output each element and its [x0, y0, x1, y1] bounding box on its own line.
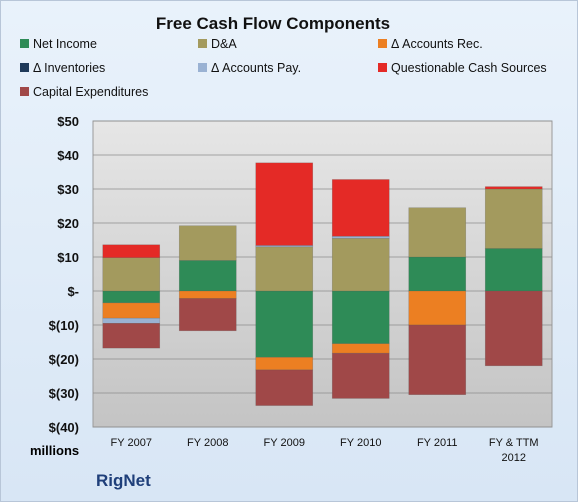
y-tick-label: $30 — [57, 182, 79, 197]
legend-label: Questionable Cash Sources — [391, 61, 547, 75]
x-tick-label: FY 2009 — [264, 437, 305, 449]
legend-item: Questionable Cash Sources — [378, 61, 547, 75]
bar-segment — [178, 290, 237, 299]
bar-segment — [408, 256, 467, 292]
legend-swatch — [378, 39, 387, 48]
bar-segment — [331, 179, 390, 237]
bar-segment — [255, 162, 314, 246]
bar-segment — [331, 352, 390, 399]
y-axis-label: millions — [30, 443, 80, 458]
bar-segment — [408, 290, 467, 326]
bar-segment — [331, 238, 390, 292]
bar-segment — [102, 302, 161, 319]
bar-segment — [102, 257, 161, 292]
bar-segment — [178, 260, 237, 292]
x-tick-label: FY 2010 — [340, 437, 381, 449]
bar-segment — [102, 317, 161, 324]
legend-label: Δ Accounts Pay. — [211, 61, 302, 75]
bar-segment — [178, 225, 237, 261]
x-tick-label: FY 2007 — [111, 437, 152, 449]
bar-segment — [331, 235, 390, 239]
bar-segment — [255, 369, 314, 406]
bar-segment — [255, 246, 314, 292]
x-tick-label: FY & TTM — [489, 437, 539, 449]
bar-segment — [255, 290, 314, 358]
bar-segment — [331, 290, 390, 345]
legend-swatch — [378, 63, 387, 72]
legend-label: Δ Accounts Rec. — [391, 37, 483, 51]
bar-segment — [178, 298, 237, 332]
legend-swatch — [20, 63, 29, 72]
bar-segment — [484, 188, 543, 249]
legend-item: Δ Inventories — [20, 61, 105, 75]
bar-segment — [102, 290, 161, 304]
legend-swatch — [20, 39, 29, 48]
plot-background — [92, 120, 553, 428]
bar-segment — [484, 186, 543, 190]
bar-segment — [331, 343, 390, 354]
bar-segment — [484, 290, 543, 367]
legend-item: Δ Accounts Rec. — [378, 37, 483, 51]
legend-label: Net Income — [33, 37, 97, 51]
y-tick-label: $50 — [57, 114, 79, 129]
legend-label: D&A — [211, 37, 237, 51]
legend-swatch — [198, 39, 207, 48]
y-tick-label: $(40) — [49, 420, 79, 435]
bar-segment — [408, 324, 467, 395]
bar-segment — [408, 207, 467, 258]
y-tick-label: $(20) — [49, 352, 79, 367]
y-tick-label: $(30) — [49, 386, 79, 401]
bar-segment — [102, 322, 161, 349]
x-tick-label: 2012 — [502, 452, 526, 464]
legend-item: Δ Accounts Pay. — [198, 61, 301, 75]
bar-segment — [255, 356, 314, 371]
legend-swatch — [20, 87, 29, 96]
y-tick-label: $20 — [57, 216, 79, 231]
x-tick-label: FY 2011 — [417, 437, 458, 449]
source-label: RigNet — [96, 471, 151, 490]
legend-item: D&A — [198, 37, 237, 51]
chart-title: Free Cash Flow Components — [155, 14, 391, 33]
x-tick-label: FY 2008 — [187, 437, 228, 449]
legend-item: Net Income — [20, 37, 97, 51]
y-tick-label: $- — [67, 284, 79, 299]
y-tick-label: $10 — [57, 250, 79, 265]
bar-segment — [102, 244, 161, 258]
legend-swatch — [198, 63, 207, 72]
y-tick-label: $(10) — [49, 318, 79, 333]
legend-item: Capital Expenditures — [20, 85, 148, 99]
legend-label: Δ Inventories — [33, 61, 106, 75]
y-tick-label: $40 — [57, 148, 79, 163]
legend-label: Capital Expenditures — [33, 85, 149, 99]
bar-segment — [484, 248, 543, 292]
